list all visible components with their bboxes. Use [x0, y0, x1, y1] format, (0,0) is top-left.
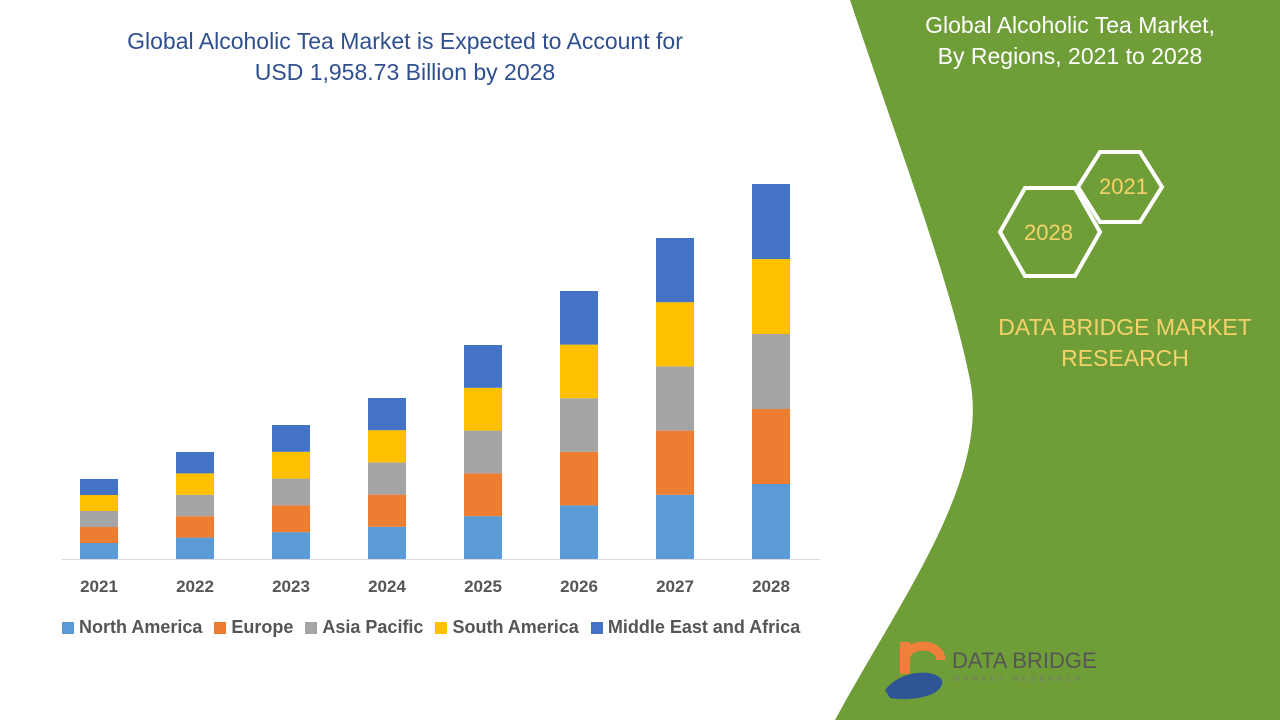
- bar-2023-asia-pacific: [272, 478, 310, 506]
- hexagon-2021: [1075, 150, 1165, 224]
- logo-name: DATA BRIDGE: [952, 648, 1097, 673]
- legend-item: Asia Pacific: [305, 617, 423, 638]
- bar-2022-europe: [176, 516, 214, 538]
- legend-item: Europe: [214, 617, 293, 638]
- bar-2025-north-america: [464, 516, 502, 559]
- x-tick-label: 2021: [80, 577, 118, 596]
- legend-swatch: [305, 621, 318, 634]
- legend-label: Middle East and Africa: [607, 617, 801, 637]
- hexagon-2028: [997, 186, 1103, 278]
- bars: [80, 184, 790, 559]
- bar-2021-south-america: [80, 495, 118, 511]
- bar-2027-europe: [656, 430, 694, 495]
- legend-swatch: [214, 621, 227, 634]
- x-tick-label: 2028: [752, 577, 790, 596]
- bar-2024-asia-pacific: [368, 462, 406, 495]
- bar-2025-middle-east-and-africa: [464, 345, 502, 388]
- x-tick-label: 2022: [176, 577, 214, 596]
- legend-swatch: [590, 621, 603, 634]
- bar-2027-south-america: [656, 302, 694, 367]
- bar-2027-north-america: [656, 494, 694, 559]
- bar-2026-north-america: [560, 505, 598, 559]
- bar-2022-north-america: [176, 537, 214, 559]
- bar-2028-south-america: [752, 259, 790, 334]
- bar-2026-asia-pacific: [560, 398, 598, 452]
- bar-2021-asia-pacific: [80, 511, 118, 527]
- logo-icon: [885, 641, 946, 700]
- panel-title: Global Alcoholic Tea Market, By Regions, …: [925, 12, 1215, 69]
- x-tick-label: 2023: [272, 577, 310, 596]
- bar-2028-europe: [752, 409, 790, 484]
- legend-label: Asia Pacific: [322, 617, 424, 637]
- bar-2025-asia-pacific: [464, 430, 502, 474]
- x-tick-label: 2025: [464, 577, 502, 596]
- chart-title: Global Alcoholic Tea Market is Expected …: [127, 28, 683, 85]
- bar-2028-north-america: [752, 484, 790, 559]
- x-tick-label: 2026: [560, 577, 598, 596]
- bar-2028-middle-east-and-africa: [752, 184, 790, 259]
- bar-2021-europe: [80, 527, 118, 543]
- x-tick-label: 2024: [368, 577, 406, 596]
- bar-2021-north-america: [80, 543, 118, 559]
- bar-2026-middle-east-and-africa: [560, 291, 598, 345]
- bar-2026-south-america: [560, 344, 598, 399]
- bar-2023-middle-east-and-africa: [272, 425, 310, 452]
- hex-label-2021: 2021: [1099, 174, 1148, 199]
- legend-swatch: [62, 621, 74, 634]
- legend: North America Europe Asia Pacific South Ame…: [62, 617, 800, 638]
- x-tick-labels: 2021 2022 2023 2024 2025 2026 2027 2028: [80, 577, 790, 596]
- bar-2022-middle-east-and-africa: [176, 452, 214, 474]
- bar-2023-north-america: [272, 532, 310, 559]
- bar-2025-south-america: [464, 387, 502, 431]
- legend-item: South America: [435, 617, 579, 638]
- logo-sub: MARKET RESEARCH: [954, 676, 1084, 683]
- bar-2027-middle-east-and-africa: [656, 238, 694, 303]
- legend-label: South America: [452, 617, 579, 637]
- bar-2025-europe: [464, 473, 502, 517]
- bar-2023-europe: [272, 505, 310, 533]
- green-panel: [835, 0, 1280, 720]
- bar-2024-europe: [368, 494, 406, 527]
- bar-2028-asia-pacific: [752, 334, 790, 409]
- legend-item: Middle East and Africa: [590, 617, 801, 638]
- bar-2022-south-america: [176, 473, 214, 495]
- legend-label: Europe: [231, 617, 294, 637]
- hex-label-2028: 2028: [1024, 220, 1073, 245]
- brand-text: DATA BRIDGE MARKET RESEARCH: [998, 314, 1252, 371]
- bar-2024-north-america: [368, 526, 406, 559]
- x-tick-label: 2027: [656, 577, 694, 596]
- bar-2024-middle-east-and-africa: [368, 398, 406, 431]
- bar-2022-asia-pacific: [176, 494, 214, 517]
- bar-2027-asia-pacific: [656, 366, 694, 431]
- bar-2026-europe: [560, 451, 598, 506]
- bar-2024-south-america: [368, 430, 406, 463]
- legend-label: North America: [79, 617, 203, 637]
- bar-2021-middle-east-and-africa: [80, 479, 118, 495]
- bar-2023-south-america: [272, 451, 310, 479]
- legend-swatch: [435, 621, 448, 634]
- legend-item: North America: [62, 617, 202, 638]
